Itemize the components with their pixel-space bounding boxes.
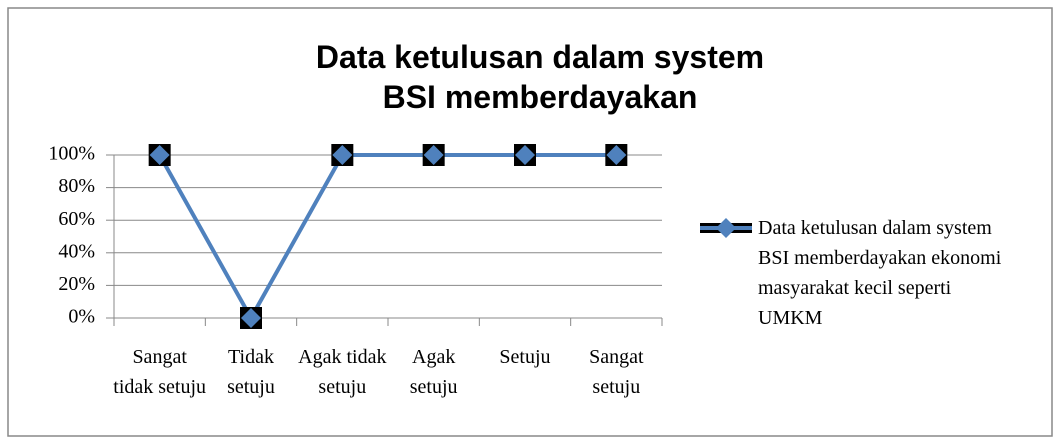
y-tick-label: 80% bbox=[58, 175, 95, 197]
x-tick-label-box: Agak tidak setuju bbox=[298, 346, 387, 398]
data-point bbox=[148, 144, 171, 166]
x-tick-label-box: Sangat tidak setuju bbox=[113, 346, 207, 398]
marker-diamond bbox=[241, 308, 261, 328]
x-tick-label: Sangat setuju bbox=[589, 346, 644, 398]
x-tick-label-box: Setuju bbox=[499, 346, 551, 368]
x-tick-label: Agak tidak setuju bbox=[298, 346, 387, 398]
marker-diamond bbox=[606, 145, 627, 165]
x-tick-label: Tidak setuju bbox=[227, 346, 275, 398]
marker-diamond bbox=[423, 145, 444, 165]
legend-label-box: Data ketulusan dalam system BSI memberda… bbox=[758, 217, 1002, 329]
x-tick-label: Sangat tidak setuju bbox=[113, 346, 207, 398]
y-tick-label: 0% bbox=[68, 306, 95, 328]
marker-diamond bbox=[332, 145, 353, 165]
chart-border bbox=[7, 7, 1053, 437]
legend-marker bbox=[716, 218, 736, 238]
y-tick-label: 20% bbox=[58, 273, 95, 295]
series-line bbox=[157, 153, 617, 323]
data-point bbox=[331, 144, 354, 166]
data-point bbox=[605, 144, 628, 166]
y-tick-label: 40% bbox=[58, 240, 95, 262]
data-point bbox=[240, 307, 262, 329]
y-tick-label: 100% bbox=[48, 143, 95, 165]
x-tick-label: Agak setuju bbox=[409, 346, 458, 398]
marker-diamond bbox=[149, 145, 170, 165]
x-tick-label-box: Tidak setuju bbox=[227, 346, 275, 398]
x-tick-label-box: Agak setuju bbox=[409, 346, 458, 398]
chart-title: Data ketulusan dalam system BSI memberday… bbox=[316, 39, 764, 115]
legend-label: Data ketulusan dalam system BSI memberda… bbox=[758, 217, 1002, 329]
x-tick-label-box: Sangat setuju bbox=[589, 346, 644, 398]
data-point bbox=[422, 144, 445, 166]
marker-diamond bbox=[515, 145, 535, 165]
y-tick-label: 60% bbox=[58, 208, 95, 230]
data-point bbox=[514, 144, 536, 166]
x-tick-label: Setuju bbox=[499, 346, 551, 368]
